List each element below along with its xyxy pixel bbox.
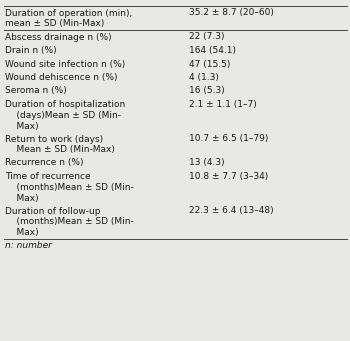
Text: 2.1 ± 1.1 (1–7): 2.1 ± 1.1 (1–7) bbox=[189, 100, 257, 109]
Text: Wound dehiscence n (%): Wound dehiscence n (%) bbox=[5, 73, 118, 82]
Text: 22 (7.3): 22 (7.3) bbox=[189, 32, 224, 42]
Text: Duration of follow-up
    (months)Mean ± SD (Min-
    Max): Duration of follow-up (months)Mean ± SD … bbox=[5, 207, 134, 237]
Text: 35.2 ± 8.7 (20–60): 35.2 ± 8.7 (20–60) bbox=[189, 9, 274, 17]
Text: 10.7 ± 6.5 (1–79): 10.7 ± 6.5 (1–79) bbox=[189, 134, 268, 144]
Text: Recurrence n (%): Recurrence n (%) bbox=[5, 159, 84, 167]
Text: n: number: n: number bbox=[5, 241, 52, 251]
Text: Duration of operation (min),
mean ± SD (Min-Max): Duration of operation (min), mean ± SD (… bbox=[5, 9, 132, 28]
Text: 13 (4.3): 13 (4.3) bbox=[189, 159, 225, 167]
Text: Wound site infection n (%): Wound site infection n (%) bbox=[5, 59, 125, 69]
Text: 16 (5.3): 16 (5.3) bbox=[189, 87, 225, 95]
Text: Drain n (%): Drain n (%) bbox=[5, 46, 57, 55]
Text: 47 (15.5): 47 (15.5) bbox=[189, 59, 230, 69]
Text: Return to work (days)
    Mean ± SD (Min-Max): Return to work (days) Mean ± SD (Min-Max… bbox=[5, 134, 115, 154]
Text: 22.3 ± 6.4 (13–48): 22.3 ± 6.4 (13–48) bbox=[189, 207, 274, 216]
Text: 164 (54.1): 164 (54.1) bbox=[189, 46, 236, 55]
Text: 4 (1.3): 4 (1.3) bbox=[189, 73, 219, 82]
Text: Seroma n (%): Seroma n (%) bbox=[5, 87, 67, 95]
Text: Time of recurrence
    (months)Mean ± SD (Min-
    Max): Time of recurrence (months)Mean ± SD (Mi… bbox=[5, 172, 134, 203]
Text: Abscess drainage n (%): Abscess drainage n (%) bbox=[5, 32, 112, 42]
Text: Duration of hospitalization
    (days)Mean ± SD (Min-
    Max): Duration of hospitalization (days)Mean ±… bbox=[5, 100, 125, 131]
Text: 10.8 ± 7.7 (3–34): 10.8 ± 7.7 (3–34) bbox=[189, 172, 268, 181]
